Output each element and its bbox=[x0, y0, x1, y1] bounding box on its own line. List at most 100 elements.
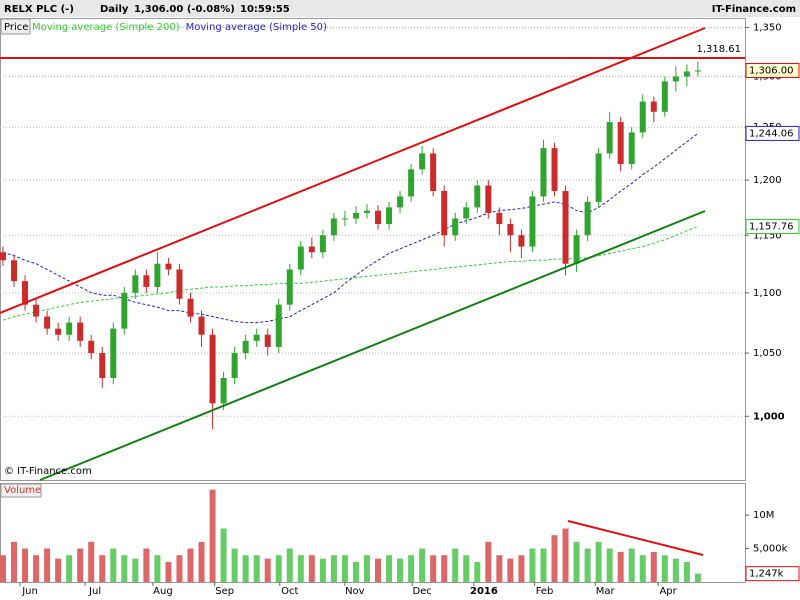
volume-bar bbox=[176, 555, 183, 582]
x-tick-label: Jul bbox=[88, 586, 101, 597]
candle-body bbox=[375, 210, 382, 225]
volume-bar bbox=[242, 555, 249, 582]
volume-bar bbox=[11, 541, 18, 582]
candle-body bbox=[485, 185, 492, 213]
x-tick-label: Apr bbox=[659, 586, 677, 597]
volume-bar bbox=[518, 555, 525, 582]
moving-average bbox=[2, 133, 699, 324]
candle-body bbox=[154, 263, 161, 287]
candle-body bbox=[496, 212, 503, 225]
quote: 1,306.00 (-0.08%) bbox=[134, 4, 235, 15]
resistance-label: 1,318.61 bbox=[696, 44, 741, 55]
candle-body bbox=[231, 353, 238, 378]
price-panel bbox=[0, 18, 746, 481]
x-tick-label: Oct bbox=[281, 586, 298, 597]
volume-bar bbox=[363, 555, 370, 582]
legend-price: Price bbox=[4, 22, 28, 33]
volume-bar bbox=[672, 558, 679, 582]
y-tick-label: 1,050 bbox=[753, 348, 782, 359]
x-tick-label: Feb bbox=[536, 586, 554, 597]
candle-body bbox=[540, 148, 547, 197]
volume-bar bbox=[540, 548, 547, 582]
candle-body bbox=[132, 275, 139, 293]
candle-body bbox=[209, 334, 216, 404]
candle-body bbox=[297, 246, 304, 270]
volume-bar bbox=[386, 555, 393, 582]
volume-bar bbox=[264, 558, 271, 582]
candle-body bbox=[308, 246, 315, 253]
y-tick-label: 1,000 bbox=[753, 411, 785, 422]
volume-bar bbox=[165, 561, 172, 582]
volume-bar bbox=[88, 541, 95, 582]
volume-bar bbox=[639, 555, 646, 582]
candle-body bbox=[165, 263, 172, 270]
volume-bar bbox=[606, 548, 613, 582]
volume-bar bbox=[683, 561, 690, 582]
x-tick-label: Mar bbox=[596, 586, 616, 597]
candle-body bbox=[242, 340, 249, 354]
x-tick-label: Sep bbox=[215, 586, 234, 597]
volume-bar bbox=[132, 558, 139, 582]
candle-body bbox=[628, 132, 635, 165]
brand: IT-Finance.com bbox=[712, 4, 796, 15]
volume-bar bbox=[0, 555, 6, 582]
volume-bar bbox=[474, 561, 481, 582]
candle-body bbox=[683, 71, 690, 77]
candle-body bbox=[110, 328, 117, 378]
candle-body bbox=[44, 316, 51, 329]
volume-bar bbox=[319, 558, 326, 582]
y-tick-label: 1,150 bbox=[753, 230, 782, 241]
volume-bar bbox=[209, 489, 216, 582]
symbol: RELX PLC (-) bbox=[4, 4, 74, 15]
candle-body bbox=[99, 353, 106, 378]
volume-bar bbox=[66, 555, 73, 582]
candle-body bbox=[551, 148, 558, 191]
candle-body bbox=[77, 322, 84, 341]
candle-body bbox=[408, 169, 415, 197]
candle-body bbox=[220, 377, 227, 404]
candle-body bbox=[0, 252, 6, 261]
candle-body bbox=[694, 70, 701, 72]
value-marker-label: 1,247k bbox=[749, 569, 784, 580]
candle-body bbox=[363, 210, 370, 213]
candle-body bbox=[650, 101, 657, 112]
value-marker-box bbox=[745, 62, 800, 78]
volume-bar bbox=[650, 551, 657, 582]
y-tick-label: 5,000k bbox=[753, 544, 788, 555]
candle-body bbox=[253, 334, 260, 341]
volume-bar bbox=[143, 548, 150, 582]
volume-bar bbox=[77, 548, 84, 582]
volume-bar bbox=[22, 548, 29, 582]
candle-body bbox=[121, 292, 128, 329]
volume-bar bbox=[419, 548, 426, 582]
volume-panel bbox=[0, 483, 746, 583]
candle-body bbox=[386, 207, 393, 225]
volume-bar bbox=[529, 548, 536, 582]
volume-bar bbox=[220, 528, 227, 582]
volume-bar bbox=[275, 555, 282, 582]
volume-trendline bbox=[567, 520, 704, 556]
candle-body bbox=[341, 218, 348, 220]
candle-body bbox=[352, 212, 359, 219]
channel-lower bbox=[39, 210, 706, 481]
candle-body bbox=[672, 76, 679, 82]
moving-average bbox=[2, 226, 699, 321]
volume-bar bbox=[297, 555, 304, 582]
y-tick-label: 10M bbox=[753, 510, 774, 521]
volume-bar bbox=[33, 555, 40, 582]
value-marker-box bbox=[745, 566, 800, 582]
volume-bar bbox=[507, 558, 514, 582]
volume-bar bbox=[485, 541, 492, 582]
candle-body bbox=[286, 269, 293, 305]
y-tick-label: 1,350 bbox=[753, 23, 782, 34]
candle-body bbox=[584, 201, 591, 236]
x-tick-label: Nov bbox=[345, 586, 365, 597]
y-tick-label: 1,200 bbox=[753, 175, 782, 186]
volume-bar bbox=[154, 555, 161, 582]
volume-bar bbox=[187, 548, 194, 582]
candle-body bbox=[397, 196, 404, 208]
value-marker-box bbox=[745, 219, 800, 235]
x-tick-label: Jun bbox=[21, 586, 38, 597]
